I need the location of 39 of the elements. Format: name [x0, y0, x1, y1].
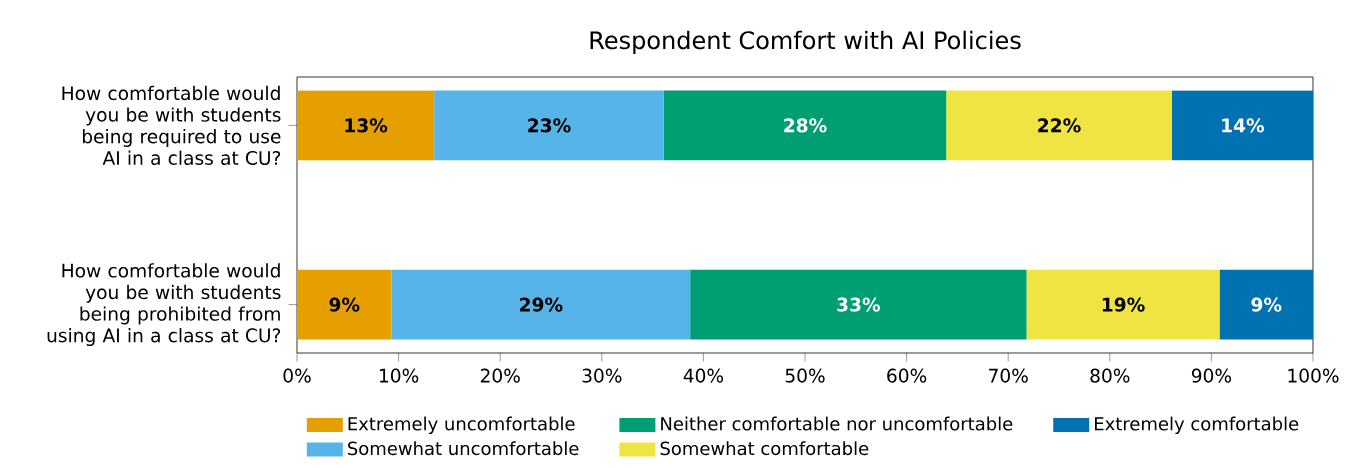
data-label: 19%	[1102, 297, 1145, 312]
bar	[690, 269, 1027, 340]
bar	[1219, 269, 1313, 340]
bar	[663, 90, 947, 161]
data-label: 9%	[329, 297, 360, 312]
legend-label: Somewhat comfortable	[660, 441, 869, 456]
data-label: 28%	[784, 118, 827, 133]
data-label: 33%	[837, 297, 881, 312]
bar	[946, 90, 1172, 161]
x-tick-label: 60%	[887, 368, 927, 383]
chart-title: Respondent Comfort with AI Policies	[590, 30, 1021, 54]
x-tick-label: 80%	[1090, 368, 1130, 383]
legend-label: Somewhat uncomfortable	[348, 441, 579, 456]
bar	[1026, 269, 1220, 340]
legend-label: Extremely uncomfortable	[348, 416, 575, 435]
data-label: 14%	[1222, 118, 1265, 133]
x-tick-label: 100%	[1288, 368, 1339, 383]
legend-label: Extremely comfortable	[1095, 416, 1299, 435]
x-tick-label: 90%	[1191, 368, 1232, 383]
x-tick-label: 0%	[283, 368, 311, 383]
bar	[297, 269, 392, 340]
data-label: 29%	[520, 297, 563, 312]
bar	[1171, 90, 1313, 161]
data-label: 22%	[1038, 118, 1081, 133]
y-tick-label: How comfortable would you be with students being required to use AI in a class at CU?	[62, 85, 281, 165]
x-tick-label: 10%	[379, 368, 419, 383]
y-tick-label: How comfortable would you be with students being prohibited from using AI in a class at CU?	[47, 263, 281, 346]
data-label: 23%	[528, 118, 571, 133]
bar	[391, 269, 691, 340]
data-label: 13%	[345, 118, 388, 133]
legend-label: Neither comfortable nor uncomfortable	[661, 416, 1013, 431]
x-tick-label: 70%	[989, 368, 1028, 383]
x-tick-label: 30%	[582, 368, 622, 383]
bar	[297, 90, 435, 161]
x-tick-label: 50%	[785, 368, 825, 383]
bar	[434, 90, 664, 161]
x-tick-label: 20%	[480, 368, 520, 383]
x-tick-label: 40%	[683, 368, 724, 383]
data-label: 9%	[1251, 297, 1282, 312]
